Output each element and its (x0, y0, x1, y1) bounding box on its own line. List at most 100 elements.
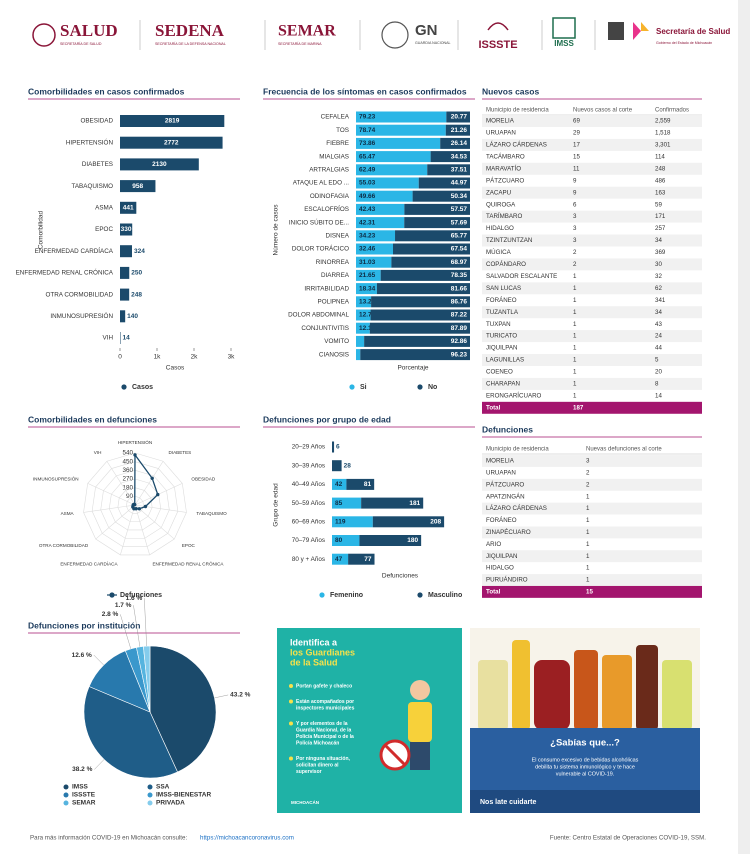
section-title: Defunciones (482, 424, 533, 434)
poster-figure (410, 742, 430, 770)
michoacan-crest (608, 22, 624, 40)
y-axis-label: Comorbilidad (38, 210, 45, 249)
value-label: 87.22 (451, 312, 468, 319)
value-label: 180 (407, 537, 418, 544)
poster-bullet (289, 684, 293, 688)
legend-swatch (417, 384, 423, 390)
value-label: 87.89 (451, 325, 468, 332)
total-row (482, 401, 702, 414)
radar-point (133, 502, 137, 507)
table-cell: 62 (655, 285, 662, 292)
table-cell: 257 (655, 225, 666, 232)
value-label: 62.49 (359, 167, 376, 174)
row-stripe (482, 115, 702, 127)
gn-logo: GN (415, 22, 438, 39)
value-label: 80 (335, 537, 343, 544)
category-label: DOLOR ABDOMINAL (288, 312, 349, 319)
bar (393, 243, 470, 255)
column-header: Municipio de residencia (486, 447, 549, 453)
value-label: 31.03 (359, 259, 376, 266)
category-label: 30–39 Años (292, 462, 325, 469)
category-label: FIEBRE (326, 140, 349, 147)
legend-swatch (147, 800, 153, 806)
poster-bullet (289, 756, 293, 761)
r-tick-label: 180 (122, 484, 133, 491)
value-label: 42.43 (359, 206, 376, 213)
value-label: 73.86 (359, 140, 376, 147)
legend-label: PRIVADA (156, 800, 185, 807)
poster-text: solicitan dinero al (296, 762, 339, 768)
poster-bottle (636, 645, 658, 730)
value-label: 42.31 (359, 219, 376, 226)
category-label: DOLOR TORÁCICO (292, 244, 349, 253)
scroll-edge (738, 0, 750, 854)
semar-logo: SEMAR (278, 23, 336, 40)
bar (356, 190, 413, 202)
bar (356, 322, 370, 334)
category-label: VIH (103, 335, 114, 342)
legend-label: Casos (132, 384, 153, 391)
table-cell: TZINTZUNTZAN (486, 237, 532, 244)
table-cell: 2 (586, 470, 590, 477)
table-cell: ZACAPU (486, 189, 511, 196)
leader-line (144, 598, 147, 647)
table-cell: PÁTZCUARO (486, 177, 524, 184)
category-label: ODINOFAGIA (310, 193, 350, 200)
bar (395, 230, 470, 242)
poster-headline: de la Salud (290, 657, 338, 667)
poster-text: vulnerable al COVID-19. (556, 771, 614, 777)
category-label: TABAQUISMO (71, 183, 113, 190)
poster-text: Portan gafete y chaleco (296, 683, 352, 689)
value-label: 248 (131, 291, 142, 298)
poster-headline: ¿Sabías que...? (550, 738, 620, 749)
grid-ring (100, 470, 170, 539)
category-label: INMUNOSUPRESIÓN (33, 475, 79, 481)
legend-label: SSA (156, 784, 170, 791)
table-cell: QUIROGA (486, 201, 516, 208)
table-cell: 1 (573, 285, 577, 292)
table-cell: 14 (655, 392, 662, 399)
table-cell: 369 (655, 249, 666, 256)
category-label: ENFERMEDAD RENAL CRÓNICA (16, 268, 114, 277)
category-label: 50–59 Años (292, 500, 325, 507)
table-cell: 3 (573, 225, 577, 232)
category-label: HIPERTENSIÓN (118, 439, 152, 445)
value-label: 330 (121, 226, 132, 233)
row-stripe (482, 234, 702, 247)
poster-figure (410, 680, 430, 700)
legend-label: IMSS-BIENESTAR (156, 792, 211, 799)
table-cell: TURICATO (486, 333, 517, 340)
legend-swatch (319, 592, 325, 598)
value-label: 96.23 (451, 351, 468, 358)
radar-point (133, 453, 137, 457)
value-label: 79.23 (359, 114, 376, 121)
footer-link[interactable]: https://michoacancoronavirus.com (200, 835, 294, 842)
poster-bottle (512, 640, 530, 730)
legend-label: No (428, 384, 437, 391)
x-tick-label: 0 (118, 354, 122, 361)
table-cell: 34 (655, 237, 662, 244)
category-label: OTRA CORMOBILIDAD (39, 543, 89, 548)
table-cell: HIDALGO (486, 565, 514, 572)
bar (120, 180, 156, 193)
table-cell: TUXPAN (486, 321, 511, 328)
row-stripe (482, 186, 702, 199)
value-label: 324 (134, 248, 145, 255)
value-label: 21.26 (451, 127, 468, 134)
bar (356, 203, 405, 215)
category-label: 20–29 Años (292, 444, 325, 451)
footer-source: Fuente: Centro Estatal de Operaciones CO… (550, 835, 706, 842)
table-cell: 3 (573, 237, 577, 244)
table-cell: TARÍMBARO (486, 213, 523, 220)
row-stripe (482, 502, 702, 515)
value-label: 34.53 (451, 153, 468, 160)
table-cell: 3 (586, 458, 590, 465)
salud-emblem (32, 23, 56, 47)
value-label: 14 (123, 335, 131, 342)
bar (356, 296, 372, 308)
legend-label: Defunciones (120, 592, 162, 599)
legend-swatch (109, 592, 115, 598)
value-label: 21.65 (359, 272, 376, 279)
value-label: 2.8 % (102, 611, 119, 618)
